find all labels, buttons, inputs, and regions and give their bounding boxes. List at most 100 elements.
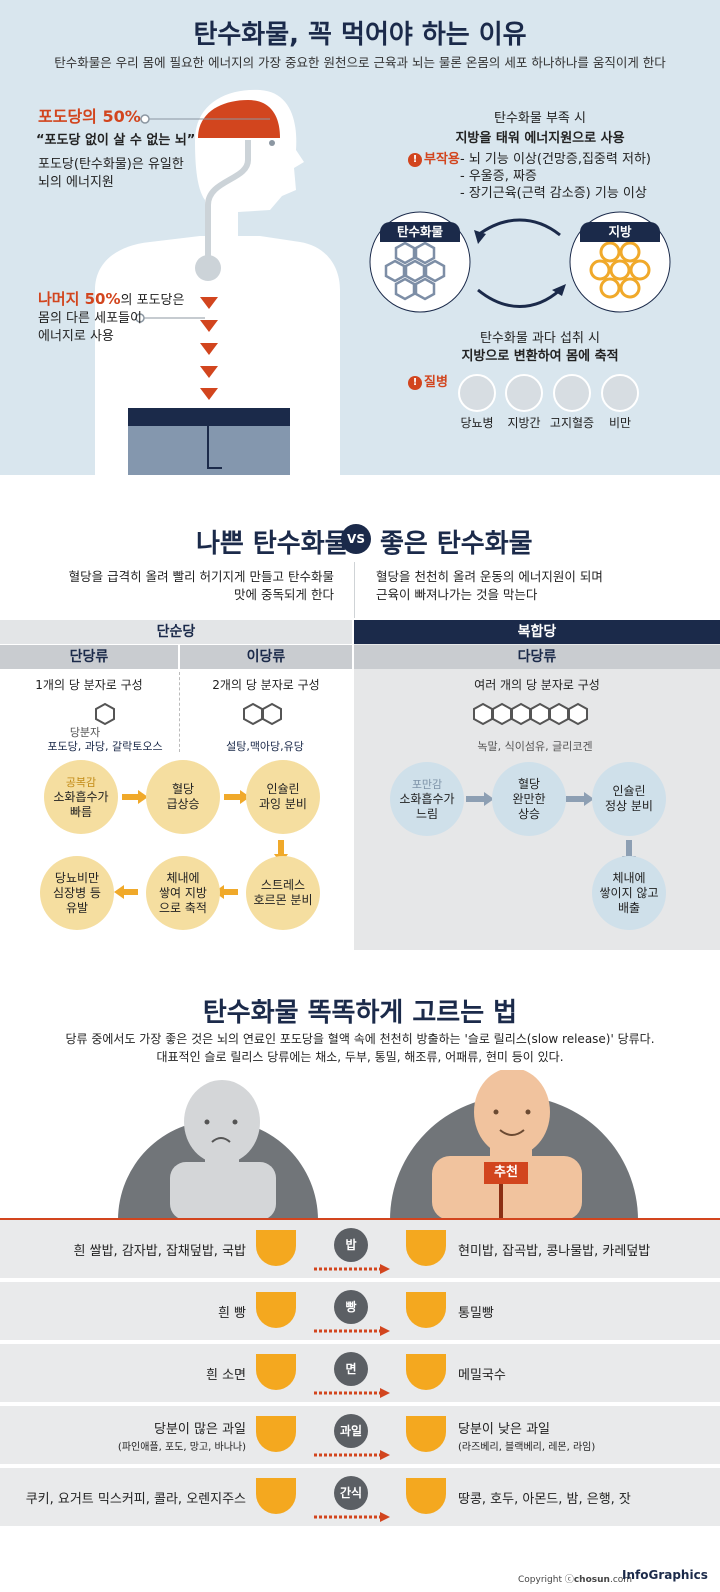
bad-food-sub: (파인애플, 포도, 망고, 바나나) (117, 1442, 246, 1453)
brain-quote: “포도당 없이 살 수 없는 뇌” (36, 133, 196, 148)
good-desc-2: 근육이 빠져나가는 것을 막는다 (376, 587, 538, 602)
category-badge: 과일 (334, 1414, 368, 1448)
rest-percent-tail: 의 포도당은 (120, 293, 185, 308)
bad-step-1: 혈당 급상승 (146, 760, 220, 834)
bad-step-5-top: 당뇨비만 (54, 870, 100, 885)
bad-step-5-l1: 심장병 등 (53, 885, 101, 900)
di-examples: 설탕,맥아당,유당 (226, 740, 304, 753)
rest-desc-1: 몸의 다른 세포들이 (38, 311, 142, 326)
section1-subtitle: 탄수화물은 우리 몸에 필요한 에너지의 가장 중요한 원천으로 근육과 뇌는 … (54, 55, 666, 70)
mono-mol-label: 당분자 (69, 726, 101, 739)
section3-desc-2: 대표적인 슬로 릴리스 당류에는 채소, 두부, 통밀, 해조류, 어패류, 현… (156, 1050, 564, 1064)
good-food-sub: (라즈베리, 블랙베리, 레몬, 라임) (458, 1442, 596, 1453)
section1-title: 탄수화물, 꼭 먹어야 하는 이유 (193, 20, 527, 50)
di-header: 이당류 (180, 645, 352, 669)
juice-can-icon (256, 1478, 296, 1514)
good-step-3-l2: 배출 (617, 900, 641, 915)
bad-step-4-l1: 쌓여 지방 (159, 885, 207, 900)
bad-step-3: 스트레스 호르몬 분비 (246, 856, 320, 930)
brain-percent: 포도당의 50% (38, 107, 141, 126)
di-desc: 2개의 당 분자로 구성 (212, 678, 320, 692)
side-effect-3: - 장기근육(근력 감소증) 기능 이상 (460, 186, 647, 201)
poly-examples: 녹말, 식이섬유, 글리코겐 (477, 740, 593, 753)
vs-badge: VS (341, 524, 371, 554)
pineapple-icon (256, 1416, 296, 1452)
bad-desc-2: 맛에 중독되게 한다 (234, 587, 334, 602)
footer-copyright-text: Copyright ⓒ (518, 1575, 574, 1585)
category-badge: 간식 (334, 1476, 368, 1510)
side-effect-2: - 우울증, 짜증 (460, 169, 537, 184)
liver-icon (505, 374, 543, 412)
good-food-label: 현미밥, 잡곡밥, 콩나물밥, 카레덮밥 (458, 1244, 651, 1259)
recommend-flag: 추천 (494, 1165, 518, 1180)
bad-step-0-l2: 빠름 (69, 804, 93, 819)
good-step-0-top: 포만감 (411, 777, 443, 791)
mono-examples: 포도당, 과당, 갈락토오스 (47, 740, 163, 753)
disease-2: 고지혈증 (549, 416, 595, 430)
good-step-0-l2: 느림 (415, 806, 439, 821)
diabetes-icon (458, 374, 496, 412)
bad-food-label: 흰 빵 (217, 1306, 246, 1321)
molecule-icons (95, 702, 588, 726)
good-desc-1: 혈당을 천천히 올려 운동의 에너지원이 되며 (376, 569, 603, 584)
scale-icon (601, 374, 639, 412)
warning-icon-2: ! (408, 376, 422, 390)
noodle-buckwheat-icon (406, 1354, 446, 1390)
bad-food-label: 흰 쌀밥, 감자밥, 잡채덮밥, 국밥 (73, 1244, 246, 1259)
good-step-2-l1: 인슐린 (612, 784, 646, 798)
bread-white-icon (256, 1292, 296, 1328)
bad-desc-1: 혈당을 급격히 올려 빨리 허기지게 만들고 탄수화물 (68, 569, 334, 584)
disease-0: 당뇨병 (460, 416, 494, 430)
good-food-label: 메밀국수 (458, 1368, 506, 1383)
people-illustration (118, 1070, 638, 1220)
good-step-3-l1: 쌓이지 않고 (599, 885, 659, 900)
rest-percent-line: 나머지 50%의 포도당은 (38, 290, 184, 310)
complex-sugar-header: 복합당 (354, 620, 720, 644)
bad-food-label: 흰 소면 (205, 1368, 246, 1383)
good-step-1: 혈당 완만한 상승 (492, 762, 566, 836)
poly-desc: 여러 개의 당 분자로 구성 (474, 678, 600, 692)
bad-step-0-top: 공복감 (65, 775, 97, 789)
bad-step-2: 인슐린 과잉 분비 (246, 760, 320, 834)
bad-step-1-l2: 급상승 (166, 797, 200, 811)
good-food-label: 통밀빵 (458, 1306, 494, 1321)
title-bad: 나쁜 탄수화물 (196, 529, 349, 559)
footer-copyright: Copyright ⓒchosun.com (518, 1572, 632, 1585)
bad-step-4-l2: 으로 축적 (159, 900, 207, 915)
good-food-label: 땅콩, 호두, 아몬드, 밤, 은행, 잣 (458, 1492, 631, 1507)
good-step-2: 인슐린 정상 분비 (592, 762, 666, 836)
divider (354, 562, 355, 618)
category-badge: 면 (334, 1352, 368, 1386)
section-why-carbs: 탄수화물, 꼭 먹어야 하는 이유 탄수화물은 우리 몸에 필요한 에너지의 가… (0, 0, 720, 475)
good-step-3: 체내에 쌓이지 않고 배출 (592, 856, 666, 930)
bread-wheat-icon (406, 1292, 446, 1328)
title-good: 좋은 탄수화물 (380, 529, 533, 559)
mono-di-divider (179, 672, 180, 752)
fat-tag: 지방 (580, 222, 660, 242)
bad-step-1-l1: 혈당 (171, 782, 195, 796)
side-effect-label: 부작용 (424, 152, 460, 167)
peanut-icon (406, 1478, 446, 1514)
bad-step-3-l2: 호르몬 분비 (253, 893, 313, 907)
bowl-grain-icon (406, 1230, 446, 1266)
dotted-arrow (314, 1326, 390, 1336)
disease-3: 비만 (608, 416, 632, 430)
good-step-3-top: 체내에 (612, 870, 646, 885)
dotted-arrow (314, 1388, 390, 1398)
bad-step-2-l1: 인슐린 (266, 782, 300, 796)
good-step-1-l1: 완만한 (512, 791, 546, 806)
bad-step-4-top: 체내에 (166, 870, 200, 885)
bad-step-5-l2: 유발 (65, 900, 89, 915)
footer-dotcom: .com (609, 1575, 633, 1585)
category-badge: 밥 (334, 1228, 368, 1262)
bad-food-label: 쿠키, 요거트 믹스커피, 콜라, 오렌지주스 (25, 1492, 246, 1507)
poly-header: 다당류 (354, 645, 720, 669)
bad-food-label: 당분이 많은 과일 (154, 1422, 246, 1437)
good-step-2-l2: 정상 분비 (605, 799, 653, 813)
bad-step-5: 당뇨비만 심장병 등 유발 (40, 856, 114, 930)
good-step-1-top: 혈당 (517, 776, 541, 791)
disease-1: 지방간 (507, 416, 541, 430)
bowl-white-icon (256, 1230, 296, 1266)
category-badge: 빵 (334, 1290, 368, 1324)
rest-desc-2: 에너지로 사용 (38, 329, 114, 344)
